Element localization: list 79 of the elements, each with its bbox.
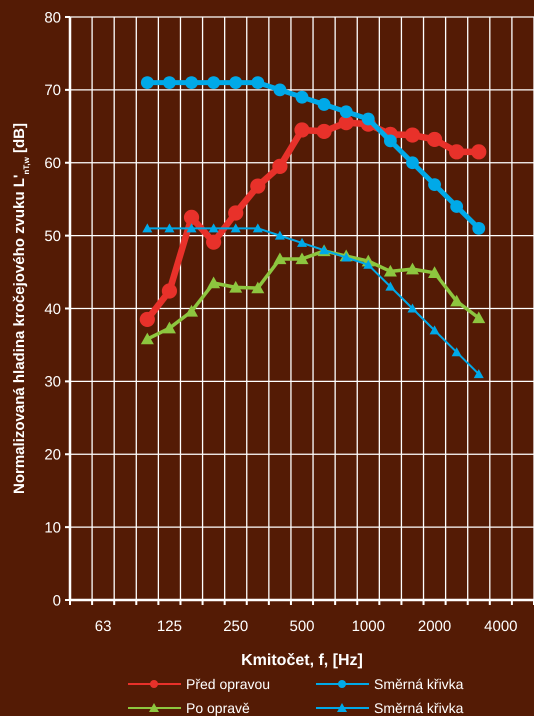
point xyxy=(207,276,220,288)
x-tick-label: 500 xyxy=(289,618,315,635)
point xyxy=(428,266,442,278)
point xyxy=(450,294,464,306)
point xyxy=(251,282,264,294)
point xyxy=(428,178,441,192)
point xyxy=(472,222,486,235)
point xyxy=(338,115,354,130)
point xyxy=(274,230,285,240)
legend-label: Po opravě xyxy=(186,700,250,716)
point xyxy=(162,322,176,334)
y-tick-label: 40 xyxy=(44,300,61,318)
y-tick-label: 50 xyxy=(44,228,61,245)
y-tick-label: 30 xyxy=(44,374,61,391)
point xyxy=(296,252,308,264)
point xyxy=(318,98,330,111)
point xyxy=(384,134,397,148)
point xyxy=(206,234,222,250)
point xyxy=(363,260,374,269)
point xyxy=(407,304,418,312)
point xyxy=(185,304,198,317)
point xyxy=(162,283,178,299)
point xyxy=(341,252,352,262)
y-tick-label: 60 xyxy=(44,155,61,172)
point xyxy=(229,76,242,89)
point xyxy=(385,282,396,291)
x-tick-label: 63 xyxy=(94,618,112,635)
point xyxy=(297,238,307,247)
x-tick-label: 1000 xyxy=(352,618,385,635)
point xyxy=(274,83,286,96)
x-tick-label: 2000 xyxy=(418,618,452,635)
point xyxy=(362,112,375,126)
point xyxy=(449,144,464,160)
point xyxy=(228,205,244,221)
point xyxy=(184,210,200,226)
point xyxy=(471,144,486,160)
point xyxy=(207,76,220,89)
legend-label: Před opravou xyxy=(186,676,270,692)
point xyxy=(384,264,397,277)
y-tick-label: 80 xyxy=(44,9,61,26)
point xyxy=(250,178,266,194)
point xyxy=(404,127,420,143)
point xyxy=(164,223,174,232)
point xyxy=(472,311,486,324)
point xyxy=(340,105,353,118)
point xyxy=(273,252,286,264)
point xyxy=(251,76,264,89)
point xyxy=(140,332,154,344)
point xyxy=(450,200,464,213)
x-axis-title: Kmitočet, f, [Hz] xyxy=(241,652,363,669)
legend-label: Směrná křivka xyxy=(374,700,464,716)
point xyxy=(142,223,152,232)
point xyxy=(140,76,154,89)
y-tick-label: 20 xyxy=(44,446,61,464)
point xyxy=(230,223,241,232)
point xyxy=(229,280,242,293)
y-tick-label: 70 xyxy=(44,82,61,100)
x-tick-label: 4000 xyxy=(484,618,518,635)
point xyxy=(252,223,263,232)
x-tick-label: 125 xyxy=(156,618,182,635)
point xyxy=(185,76,198,89)
x-tick-label: 250 xyxy=(223,618,248,635)
point xyxy=(208,223,219,232)
point xyxy=(296,90,308,104)
point xyxy=(426,132,442,148)
point xyxy=(406,262,419,274)
y-tick-label: 10 xyxy=(44,519,61,536)
point xyxy=(406,156,419,170)
point xyxy=(140,312,155,328)
legend-label: Směrná křivka xyxy=(374,676,464,692)
point xyxy=(316,124,332,140)
point xyxy=(272,158,288,174)
point xyxy=(452,347,462,356)
point xyxy=(474,369,484,378)
point xyxy=(294,122,310,138)
point xyxy=(186,223,197,232)
point xyxy=(430,325,440,334)
y-tick-label: 0 xyxy=(52,592,61,610)
point xyxy=(163,76,176,89)
